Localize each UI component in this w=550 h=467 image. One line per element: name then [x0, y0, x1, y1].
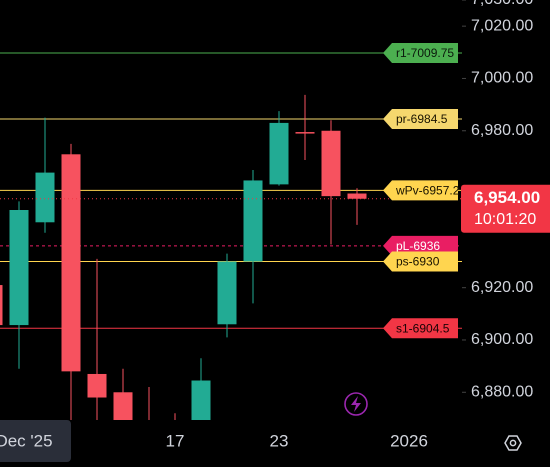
plot-area	[0, 52, 462, 420]
candle-body	[191, 380, 211, 420]
x-tick-label: 17	[166, 431, 185, 450]
last-price-time: 10:01:20	[474, 211, 536, 228]
level-label-box	[383, 235, 458, 256]
level-label: s1-6904.5	[396, 321, 450, 335]
candle-body	[269, 122, 289, 185]
axes: 7,030.00 7,020.00 7,000.00 6,980.00 6,920.00…	[462, 0, 533, 401]
level-label-box	[383, 251, 458, 272]
candle-body	[321, 130, 341, 197]
y-tick-label: 6,920.00	[471, 279, 533, 296]
candle-body	[347, 193, 367, 199]
level-label-box	[383, 318, 458, 339]
lightning-icon[interactable]	[344, 392, 368, 416]
candle-body	[35, 172, 55, 223]
y-tick-label: 7,000.00	[471, 70, 533, 87]
level-label-box	[383, 108, 458, 129]
y-tick-label: 6,980.00	[471, 122, 533, 139]
level-label: pL-6936	[396, 239, 440, 253]
candle-body	[87, 373, 107, 398]
candle-body	[113, 392, 133, 420]
level-label: ps-6930	[396, 255, 440, 269]
x-axis: Dec '25 17 23 2026	[0, 431, 428, 450]
candle-body	[295, 132, 315, 134]
y-tick-label: 7,030.00	[471, 0, 533, 8]
x-tick-label: 2026	[390, 431, 428, 450]
x-tick-label: 23	[270, 431, 289, 450]
level-label-box	[383, 42, 458, 63]
y-tick-label: 6,900.00	[471, 331, 533, 348]
last-price-label: 6,954.00	[474, 188, 540, 207]
level-label: pr-6984.5	[396, 112, 448, 126]
candle-body	[0, 285, 3, 326]
x-tick-label: Dec '25	[0, 431, 53, 450]
y-tick-label: 7,020.00	[471, 17, 533, 34]
candle-body	[61, 154, 81, 372]
y-tick-label: 6,880.00	[471, 383, 533, 400]
level-label: wPv-6957.2	[395, 184, 460, 198]
settings-icon[interactable]	[504, 435, 522, 451]
candle-body	[243, 180, 263, 262]
level-label-box	[383, 180, 458, 201]
level-label: r1-7009.75	[396, 46, 454, 60]
candle-body	[9, 210, 29, 326]
candle-body	[217, 261, 237, 325]
date-highlight-box	[0, 420, 71, 462]
last-price-box	[461, 184, 550, 233]
